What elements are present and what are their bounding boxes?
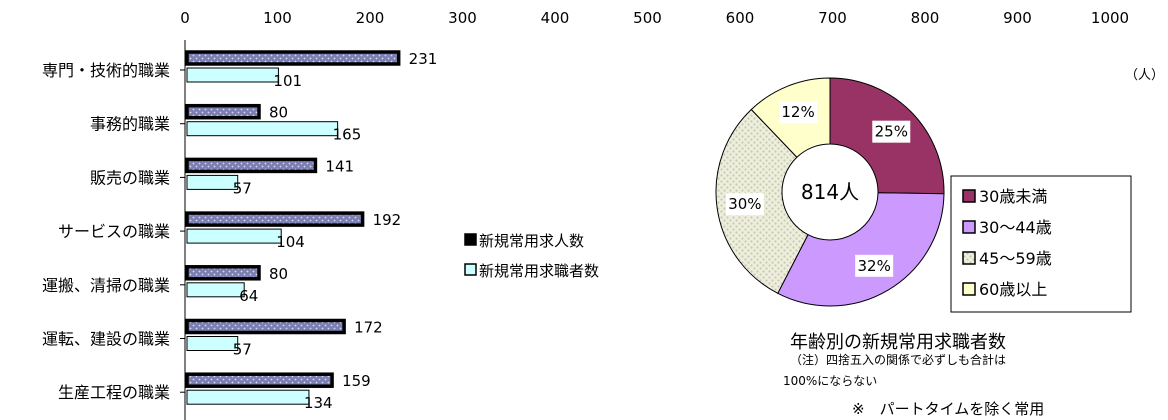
pie-legend-label: 60歳以上 xyxy=(979,280,1047,299)
bar-value-label: 80 xyxy=(269,265,288,283)
pie-chart: 25% 32% 30% 12% 814人 30歳未満 30～44歳 45～59歳 60歳以上 xyxy=(715,77,1132,313)
bar-job-seekers xyxy=(186,228,282,244)
x-tick-label: 900 xyxy=(1003,9,1032,27)
x-tick-label: 100 xyxy=(263,9,292,27)
legend-label: 新規常用求職者数 xyxy=(479,262,599,280)
legend-swatch xyxy=(464,233,477,246)
bar-value-label: 141 xyxy=(325,157,354,175)
pie-legend-swatch xyxy=(962,251,976,265)
bar-value-label: 80 xyxy=(269,104,288,122)
pie-center-label: 814人 xyxy=(801,180,859,204)
category-label: 販売の職業 xyxy=(90,168,170,187)
pie-value-label: 25% xyxy=(875,123,908,141)
category-label: 運搬、清掃の職業 xyxy=(42,276,170,295)
bar-job-openings xyxy=(185,211,365,227)
pie-value-label-bg xyxy=(855,254,894,277)
pie-value-label-bg xyxy=(725,193,764,216)
category-label: 事務的職業 xyxy=(90,115,170,134)
bar-job-openings xyxy=(185,265,261,281)
bar-value-label: 159 xyxy=(342,372,371,390)
x-tick-label: 700 xyxy=(818,9,847,27)
pie-value-label: 30% xyxy=(728,195,761,213)
bar-value-label: 104 xyxy=(276,233,305,251)
bar-job-seekers xyxy=(186,336,239,351)
bar-job-openings xyxy=(185,318,346,335)
bar-value-label: 57 xyxy=(233,341,252,359)
bar-value-label: 192 xyxy=(373,211,402,229)
bar-value-label: 57 xyxy=(233,179,252,197)
bar-value-label: 172 xyxy=(354,319,383,337)
pie-legend-swatch xyxy=(962,189,976,203)
bar-value-label: 134 xyxy=(304,394,333,412)
bar-value-label: 231 xyxy=(409,50,438,68)
note-line-3: ※ パートタイムを除く常用 xyxy=(852,400,1045,418)
x-tick-label: 600 xyxy=(726,9,755,27)
pie-legend-label: 30～44歳 xyxy=(979,218,1052,237)
bar-job-openings xyxy=(185,50,401,66)
unit-label: （人） xyxy=(1125,68,1165,83)
x-tick-label: 200 xyxy=(356,9,385,27)
bar-job-openings xyxy=(185,372,334,388)
pie-value-label: 12% xyxy=(781,103,814,121)
pie-legend-swatch xyxy=(962,282,976,296)
x-tick-label: 300 xyxy=(448,9,477,27)
category-label: 専門・技術的職業 xyxy=(42,61,170,80)
pie-title: 年齢別の新規常用求職者数 xyxy=(790,332,1006,353)
legend-swatch xyxy=(464,263,477,276)
pie-legend-box xyxy=(950,175,1132,313)
bar-job-openings xyxy=(185,103,261,120)
category-label: 生産工程の職業 xyxy=(58,383,170,402)
bar-job-seekers xyxy=(186,389,310,405)
pie-legend-swatch xyxy=(962,220,976,234)
bar-value-label: 165 xyxy=(333,126,362,144)
pie-legend-label: 30歳未満 xyxy=(979,187,1047,206)
bar-job-seekers xyxy=(186,174,239,190)
category-label: 運転、建設の職業 xyxy=(42,330,170,349)
bar-chart: 0 100 200 300 400 500 600 700 800 900 1000 専門・技術的職業… xyxy=(42,9,1129,420)
bar-job-openings xyxy=(185,157,318,174)
bar-value-label: 101 xyxy=(273,72,302,90)
note-line-1: （注）四捨五入の関係で必ずしも合計は xyxy=(790,353,1007,367)
bar-job-seekers xyxy=(186,282,245,298)
bar-job-seekers xyxy=(186,121,339,137)
x-tick-label: 0 xyxy=(180,9,190,27)
pie-legend-label: 45～59歳 xyxy=(979,249,1052,268)
bar-job-seekers xyxy=(186,67,279,83)
legend-label: 新規常用求人数 xyxy=(479,232,584,250)
pie-value-label-bg xyxy=(872,120,911,143)
x-tick-label: 800 xyxy=(911,9,940,27)
pie-value-label-bg xyxy=(779,101,818,124)
bar-value-label: 64 xyxy=(239,287,258,305)
pie-slice xyxy=(777,192,945,307)
note-line-2: 100%にならない xyxy=(783,374,878,388)
category-label: サービスの職業 xyxy=(58,222,170,241)
x-tick-label: 500 xyxy=(633,9,662,27)
x-tick-label: 400 xyxy=(541,9,570,27)
pie-value-label: 32% xyxy=(858,257,891,275)
x-tick-label: 1000 xyxy=(1091,9,1129,27)
